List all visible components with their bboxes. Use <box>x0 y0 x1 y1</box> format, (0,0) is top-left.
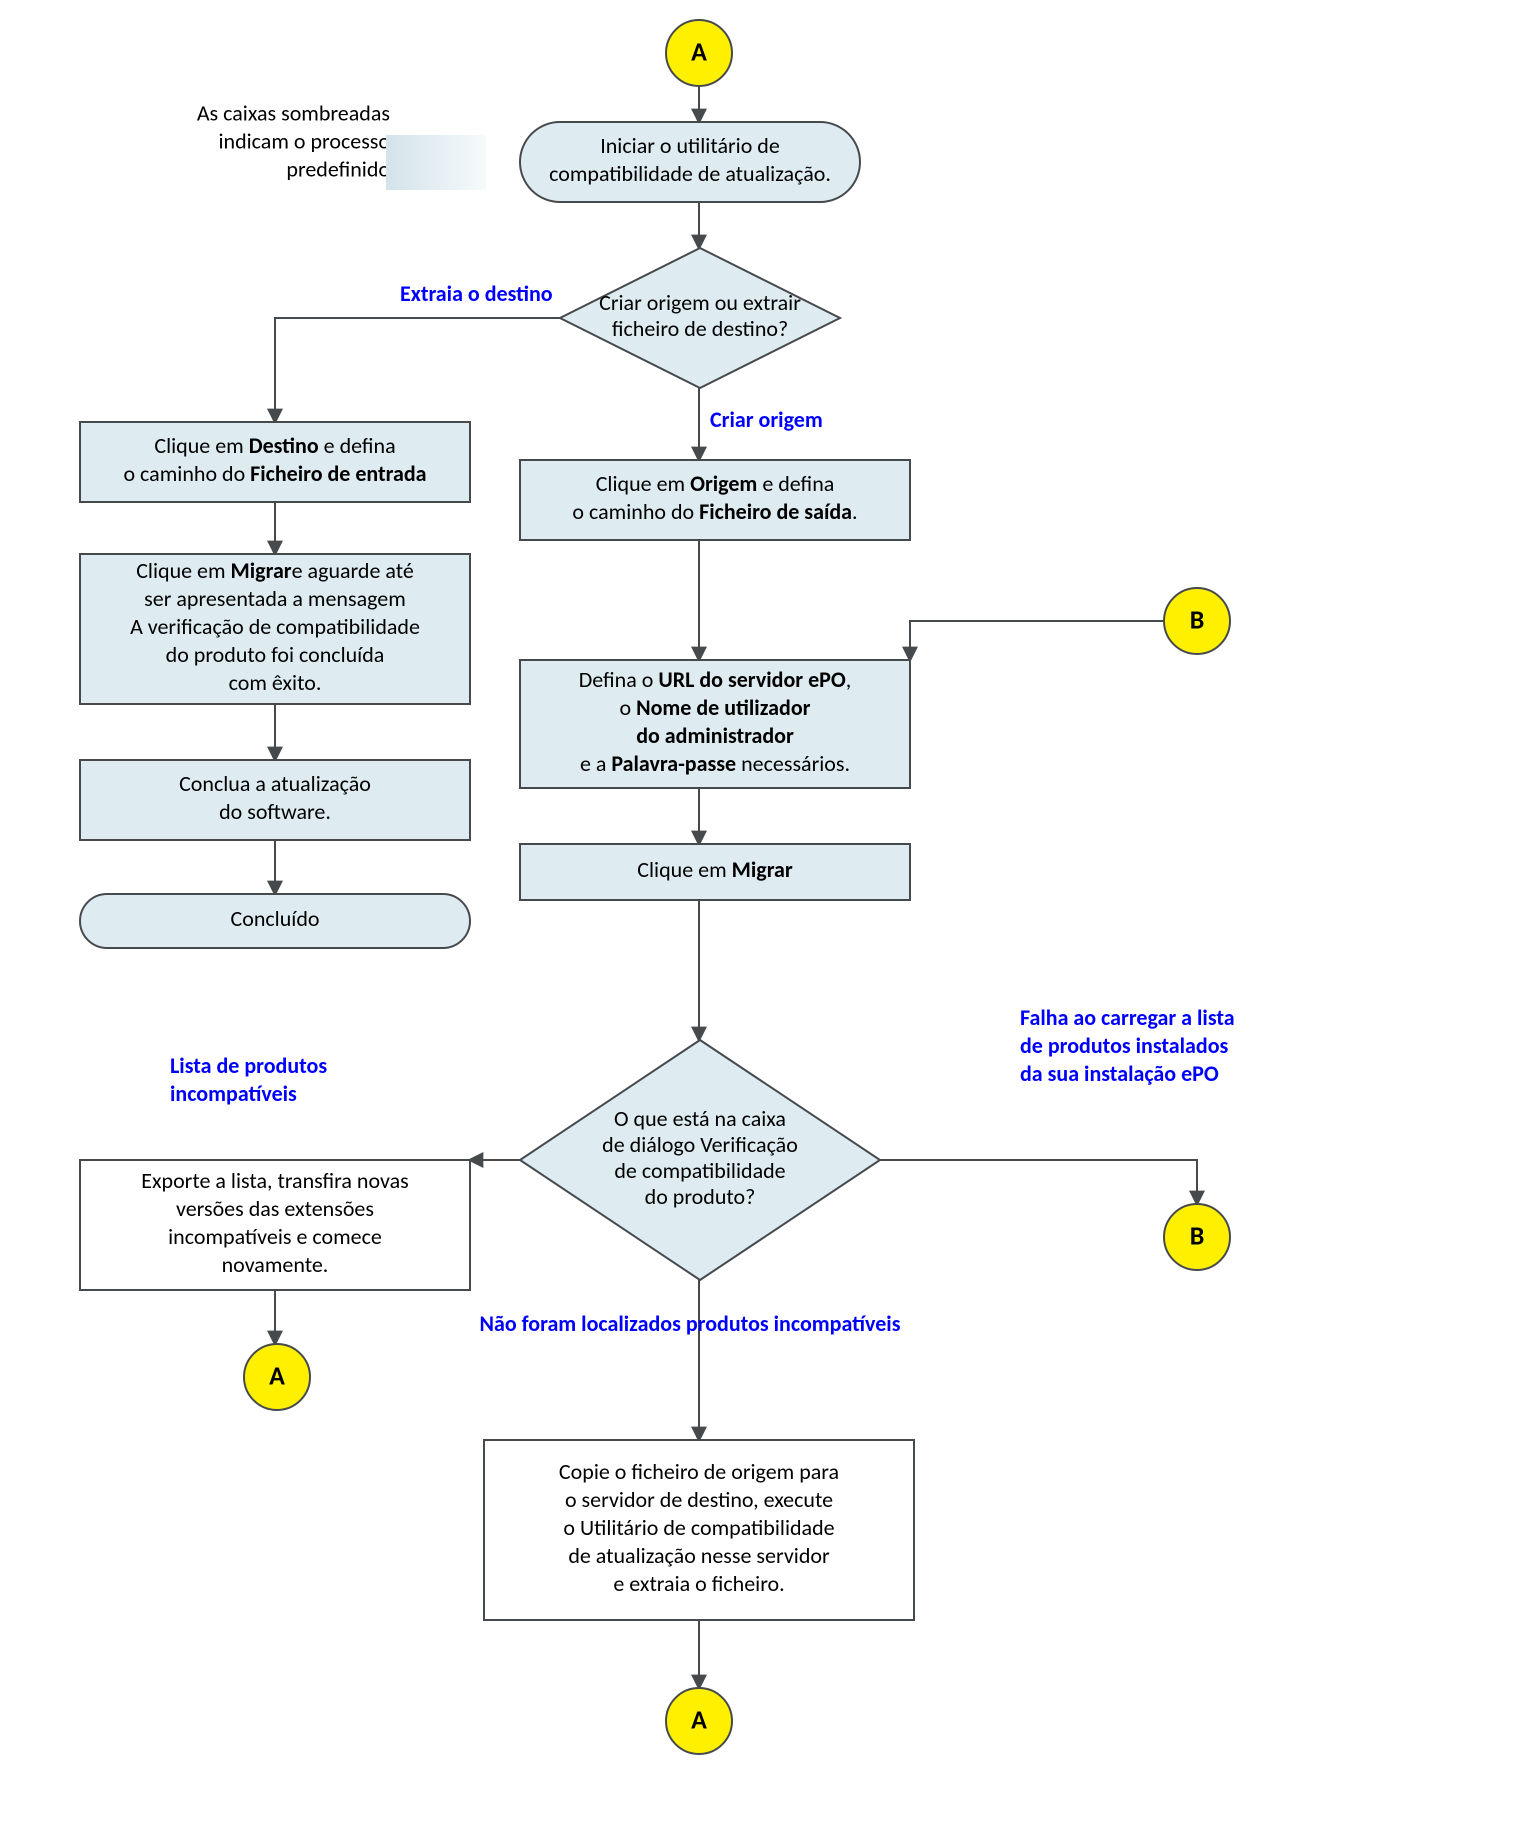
connector-label: A <box>691 1703 707 1735</box>
node-text: Conclua a atualização <box>179 770 371 797</box>
node-text: Clique em Migrare aguarde até <box>136 557 414 584</box>
node-text: ser apresentada a mensagem <box>144 585 406 612</box>
node-text: do administrador <box>636 722 794 749</box>
legend-line: indicam o processo <box>218 127 390 154</box>
node-right2: Defina o URL do servidor ePO,o Nome de u… <box>520 660 910 788</box>
branch-label: incompatíveis <box>170 1080 297 1107</box>
node-text: compatibilidade de atualização. <box>549 160 831 187</box>
node-text: e extraia o ficheiro. <box>613 1570 784 1597</box>
node-left1: Clique em Destino e definao caminho do F… <box>80 422 470 502</box>
branch-label: Falha ao carregar a lista <box>1020 1004 1235 1031</box>
node-A_bot: A <box>666 1688 732 1754</box>
node-text: A verificação de compatibilidade <box>130 613 420 640</box>
node-text: versões das extensões <box>176 1195 374 1222</box>
connector-label: A <box>269 1359 285 1391</box>
node-text: Clique em Destino e defina <box>154 432 395 459</box>
node-text: de atualização nesse servidor <box>568 1542 830 1569</box>
node-right1: Clique em Origem e definao caminho do Fi… <box>520 460 910 540</box>
legend-line: As caixas sombreadas <box>197 99 390 126</box>
node-text: Exporte a lista, transfira novas <box>141 1167 409 1194</box>
node-start: Iniciar o utilitário decompatibilidade d… <box>520 122 860 202</box>
node-text: com êxito. <box>229 669 322 696</box>
node-left_end: Concluído <box>80 894 470 948</box>
legend-line: predefinido <box>286 155 390 182</box>
node-text: o caminho do Ficheiro de saída. <box>572 498 857 525</box>
node-text: e a Palavra-passe necessários. <box>580 750 850 777</box>
node-text: o Utilitário de compatibilidade <box>563 1514 834 1541</box>
connector-label: A <box>691 35 707 67</box>
node-right3: Clique em Migrar <box>520 844 910 900</box>
node-text: Defina o URL do servidor ePO, <box>579 666 851 693</box>
node-left3: Conclua a atualizaçãodo software. <box>80 760 470 840</box>
node-export: Exporte a lista, transfira novasversões … <box>80 1160 470 1290</box>
node-dec1: Criar origem ou extrairficheiro de desti… <box>560 248 840 388</box>
nodes: A Iniciar o utilitário decompatibilidade … <box>80 20 1230 1754</box>
node-text: do produto? <box>645 1183 756 1210</box>
node-text: o Nome de utilizador <box>620 694 811 721</box>
connector-label: B <box>1190 603 1205 635</box>
node-A_top: A <box>666 20 732 86</box>
node-text: incompatíveis e comece <box>168 1223 382 1250</box>
node-text: o caminho do Ficheiro de entrada <box>123 460 426 487</box>
branch-label: de produtos instalados <box>1020 1032 1229 1059</box>
branch-label: Lista de produtos <box>170 1052 327 1079</box>
branch-label: da sua instalação ePO <box>1020 1060 1219 1087</box>
edge <box>910 621 1164 660</box>
node-text: de compatibilidade <box>614 1157 785 1184</box>
edge <box>880 1160 1197 1204</box>
flowchart-stage: As caixas sombreadasindicam o processopr… <box>0 0 1516 1841</box>
node-B_rightbot: B <box>1164 1204 1230 1270</box>
edge <box>275 318 560 422</box>
node-text: Copie o ficheiro de origem para <box>559 1458 839 1485</box>
node-B_right: B <box>1164 588 1230 654</box>
node-A_leftbot: A <box>244 1344 310 1410</box>
node-left2: Clique em Migrare aguarde atéser apresen… <box>80 554 470 704</box>
node-text: Iniciar o utilitário de <box>600 132 780 159</box>
node-text: Clique em Origem e defina <box>596 470 835 497</box>
node-text: do produto foi concluída <box>166 641 385 668</box>
branch-label: Extraia o destino <box>400 280 553 307</box>
legend: As caixas sombreadasindicam o processopr… <box>197 99 486 190</box>
node-copy: Copie o ficheiro de origem parao servido… <box>484 1440 914 1620</box>
node-text: Clique em Migrar <box>637 856 793 883</box>
node-text: Criar origem ou extrair <box>599 289 801 316</box>
node-text: de diálogo Verificação <box>602 1131 798 1158</box>
branch-label: Criar origem <box>710 406 823 433</box>
branch-label: Não foram localizados produtos incompatí… <box>480 1310 901 1337</box>
node-text: ficheiro de destino? <box>612 315 788 342</box>
node-dec2: O que está na caixade diálogo Verificaçã… <box>520 1040 880 1280</box>
connector-label: B <box>1190 1219 1205 1251</box>
node-text: novamente. <box>222 1251 329 1278</box>
node-text: o servidor de destino, execute <box>565 1486 833 1513</box>
legend-swatch <box>386 135 486 190</box>
node-text: do software. <box>219 798 331 825</box>
node-text: Concluído <box>230 905 319 932</box>
node-text: O que está na caixa <box>614 1105 786 1132</box>
